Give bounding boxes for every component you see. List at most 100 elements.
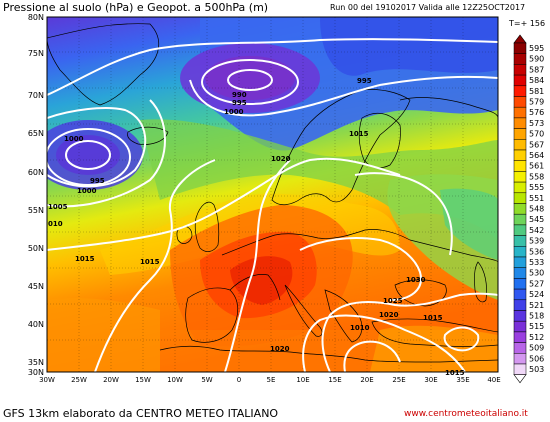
legend-value: 567 [529, 140, 544, 149]
lat-label: 75N [28, 49, 44, 58]
legend-value: 533 [529, 258, 544, 267]
graticule [47, 17, 498, 372]
forecast-step: T=+ 156 [509, 19, 546, 28]
legend-swatch [513, 246, 527, 258]
lat-label: 70N [28, 91, 44, 100]
isobar-label: 1020 [379, 311, 399, 319]
legend-value: 561 [529, 162, 544, 171]
isobar-label: 995 [90, 177, 105, 185]
legend-swatch [513, 256, 527, 268]
legend-value: 509 [529, 344, 544, 353]
isobar-label: 1005 [48, 203, 68, 211]
legend-value: 558 [529, 172, 544, 181]
legend-swatch [513, 363, 527, 375]
legend-value: 512 [529, 333, 544, 342]
legend-swatch [513, 342, 527, 354]
legend-swatch [513, 160, 527, 172]
legend-value: 564 [529, 151, 544, 160]
lon-label: 15W [135, 376, 151, 384]
isobar-label: 010 [48, 220, 63, 228]
lon-label: 5W [201, 376, 212, 384]
isobar-label: 1010 [350, 324, 370, 332]
legend-swatch [513, 278, 527, 290]
lat-label: 45N [28, 282, 44, 291]
isobar-label: 1000 [77, 187, 97, 195]
isobar-label: 995 [357, 77, 372, 85]
legend-value: 573 [529, 119, 544, 128]
isobar-label: 1015 [445, 369, 465, 377]
lon-label: 30E [424, 376, 437, 384]
legend-value: 555 [529, 183, 544, 192]
lon-label: 20W [103, 376, 119, 384]
legend-value: 515 [529, 322, 544, 331]
legend-value: 587 [529, 65, 544, 74]
legend-swatch [513, 128, 527, 140]
isobar-label: 1015 [140, 258, 160, 266]
legend-value: 590 [529, 55, 544, 64]
legend-swatch [513, 64, 527, 76]
legend-arrow-top [513, 34, 527, 44]
lat-label: 55N [28, 206, 44, 215]
isobar-label: 1020 [271, 155, 291, 163]
legend-swatch [513, 53, 527, 65]
legend-swatch [513, 171, 527, 183]
legend-value: 548 [529, 205, 544, 214]
lat-label: 40N [28, 320, 44, 329]
legend-value: 551 [529, 194, 544, 203]
lat-label: 35N [28, 358, 44, 367]
legend-value: 579 [529, 98, 544, 107]
footer-website[interactable]: www.centrometeoitaliano.it [404, 409, 528, 419]
legend-value: 570 [529, 130, 544, 139]
legend-swatch [513, 117, 527, 129]
legend-swatch [513, 235, 527, 247]
isobar-label: 995 [232, 99, 247, 107]
legend-value: 584 [529, 76, 544, 85]
legend-value: 527 [529, 279, 544, 288]
isobar-label: 1015 [349, 130, 369, 138]
legend-swatch [513, 42, 527, 54]
legend-swatch [513, 96, 527, 108]
run-info: Run 00 del 19102017 Valida alle 12Z25OCT… [330, 3, 526, 12]
isobar-label: 1000 [224, 108, 244, 116]
latitude-axis: 80N 75N 70N 65N 60N 55N 50N 45N 40N 35N … [28, 13, 44, 377]
lat-label: 50N [28, 244, 44, 253]
legend-value: 595 [529, 44, 544, 53]
legend-swatch [513, 203, 527, 215]
legend-value: 530 [529, 269, 544, 278]
legend-value: 518 [529, 312, 544, 321]
geopotential-field [47, 17, 498, 372]
legend-value: 545 [529, 215, 544, 224]
legend-swatch [513, 213, 527, 226]
lon-label: 35E [456, 376, 469, 384]
lon-label: 25W [71, 376, 87, 384]
isobar-label: 1000 [64, 135, 84, 143]
legend-swatch [513, 85, 527, 97]
legend-swatch [513, 181, 527, 194]
lat-label: 80N [28, 13, 44, 22]
isobar-label: 990 [232, 91, 247, 99]
legend-value: 536 [529, 247, 544, 256]
longitude-axis: 30W 25W 20W 15W 10W 5W 0 5E 10E 15E 20E … [39, 376, 501, 384]
lon-label: 40E [487, 376, 500, 384]
legend-swatch [513, 320, 527, 333]
legend-swatch [513, 353, 527, 365]
isobar-label: 1015 [75, 255, 95, 263]
legend-swatch [513, 139, 527, 151]
legend-arrow-bottom [513, 374, 527, 384]
legend-value: 581 [529, 87, 544, 96]
map-title: Pressione al suolo (hPa) e Geopot. a 500… [3, 1, 269, 14]
legend-swatch [513, 192, 527, 204]
legend-swatch [513, 299, 527, 311]
legend-swatch [513, 106, 527, 119]
lat-label: 65N [28, 129, 44, 138]
isobar-label: 1015 [423, 314, 443, 322]
legend-value: 521 [529, 301, 544, 310]
legend-swatch [513, 310, 527, 322]
legend-swatch [513, 149, 527, 161]
legend-swatch [513, 267, 527, 279]
lon-label: 30W [39, 376, 55, 384]
lon-label: 0 [237, 376, 241, 384]
isobar-lines [47, 38, 498, 372]
